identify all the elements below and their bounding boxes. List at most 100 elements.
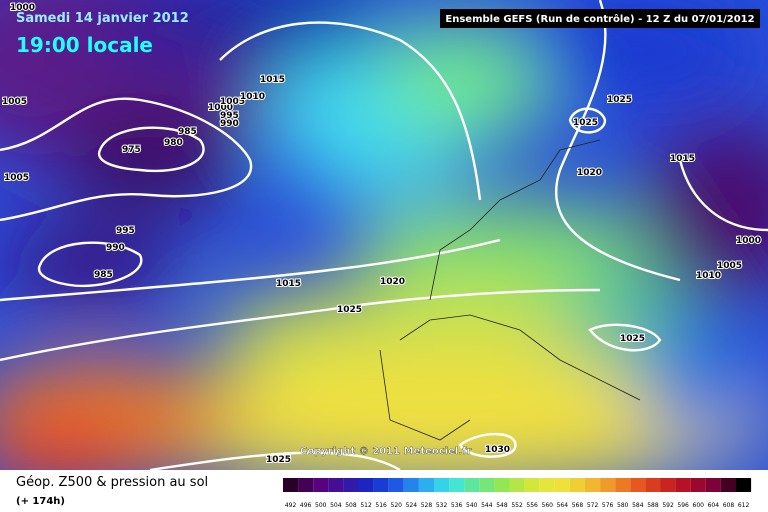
isobar-line <box>588 323 662 352</box>
legend-label: 544 <box>481 502 493 509</box>
legend-label: 592 <box>662 502 674 509</box>
legend-label: 524 <box>406 502 418 509</box>
run-box <box>440 9 760 28</box>
legend-swatch <box>373 478 389 492</box>
isobar-label: 1015 <box>276 279 301 289</box>
isobar-label: 975 <box>122 145 141 155</box>
legend-swatch <box>705 478 721 492</box>
legend-label: 516 <box>375 502 387 509</box>
legend-label: 588 <box>647 502 659 509</box>
legend-label: 540 <box>466 502 478 509</box>
isobar-label: 1030 <box>485 445 510 455</box>
legend-swatch <box>690 478 706 492</box>
isobar-label: 1025 <box>620 334 645 344</box>
legend-swatch <box>418 478 434 492</box>
isobar-label: 1005 <box>4 173 29 183</box>
isobar-label: 990 <box>106 243 125 253</box>
legend-label: 572 <box>587 502 599 509</box>
legend-label: 580 <box>617 502 629 509</box>
legend-swatch <box>328 478 344 492</box>
legend-swatch <box>464 478 480 492</box>
date: Samedi 14 janvier 2012 <box>16 11 189 26</box>
legend-label: 508 <box>345 502 357 509</box>
legend-swatch <box>630 478 646 492</box>
isobar-label: 1000 <box>208 103 233 113</box>
legend-swatch <box>403 478 419 492</box>
legend-swatch <box>645 478 661 492</box>
legend-swatch <box>509 478 525 492</box>
legend-label: 532 <box>436 502 448 509</box>
isobar-line <box>219 21 482 201</box>
legend-label: 496 <box>300 502 312 509</box>
isobar-label: 1015 <box>260 75 285 85</box>
isobar-label: 1005 <box>2 97 27 107</box>
isobar-label: 1010 <box>696 271 721 281</box>
legend-swatch <box>675 478 691 492</box>
isobar-labels: 1000100510059759809859909951000100510101… <box>1 2 762 466</box>
legend-label: 568 <box>572 502 584 509</box>
legend-swatch <box>554 478 570 492</box>
footer-title: Géop. Z500 & pression au sol <box>16 475 208 490</box>
legend-swatch <box>479 478 495 492</box>
run-label: Ensemble GEFS (Run de contrôle) - 12 Z d… <box>445 13 754 25</box>
time: 19:00 locale <box>16 33 153 57</box>
legend-label: 608 <box>723 502 735 509</box>
legend-swatch <box>494 478 510 492</box>
isobar-line <box>0 288 601 362</box>
legend-swatch <box>660 478 676 492</box>
legend-swatch <box>736 478 752 492</box>
isobar-label: 990 <box>220 119 239 129</box>
isobar-label: 1025 <box>337 305 362 315</box>
isobar-line <box>568 107 607 134</box>
isobar-label: 1010 <box>240 92 265 102</box>
legend-swatch <box>449 478 465 492</box>
legend-label: 596 <box>677 502 689 509</box>
legend-swatch <box>283 478 299 492</box>
field <box>0 0 768 470</box>
legend-label: 552 <box>511 502 523 509</box>
legend-label: 576 <box>602 502 614 509</box>
isobar-line <box>678 159 768 232</box>
legend-swatch <box>600 478 616 492</box>
isobar-label: 1025 <box>266 455 291 465</box>
legend-swatch <box>524 478 540 492</box>
isobar-label: 1005 <box>717 261 742 271</box>
isobar-label: 995 <box>220 111 239 121</box>
legend-label: 560 <box>542 502 554 509</box>
footer-lead: (+ 174h) <box>16 496 65 507</box>
copyright: Copyright © 2011 Meteociel.fr <box>300 446 471 457</box>
legend-swatch <box>615 478 631 492</box>
isobar-label: 995 <box>116 226 135 236</box>
isobar-label: 985 <box>94 270 113 280</box>
legend-swatch <box>585 478 601 492</box>
legend-swatch <box>434 478 450 492</box>
isobar-label: 1020 <box>380 277 405 287</box>
legend-label: 556 <box>526 502 538 509</box>
isobar-label: 1005 <box>220 97 245 107</box>
isobar-line <box>458 432 517 458</box>
legend-label: 564 <box>557 502 569 509</box>
legend-swatch <box>298 478 314 492</box>
isobar-line <box>149 451 401 470</box>
legend-swatch <box>358 478 374 492</box>
legend-swatch <box>569 478 585 492</box>
isobar-label: 1000 <box>10 3 35 13</box>
coastline <box>379 139 641 441</box>
isobar-label: 1020 <box>577 168 602 178</box>
isobar-label: 1000 <box>736 236 761 246</box>
legend-swatch <box>539 478 555 492</box>
legend-label: 604 <box>708 502 720 509</box>
isobar-label: 1025 <box>573 118 598 128</box>
legend-swatch <box>388 478 404 492</box>
isobar-label: 1015 <box>670 154 695 164</box>
isobar-line <box>554 0 681 282</box>
legend-swatch <box>343 478 359 492</box>
isobar-label: 985 <box>178 127 197 137</box>
legend-label: 548 <box>496 502 508 509</box>
isobar-line <box>37 241 143 288</box>
legend-label: 584 <box>632 502 644 509</box>
legend-label: 612 <box>738 502 750 509</box>
isobar-line <box>0 97 253 222</box>
